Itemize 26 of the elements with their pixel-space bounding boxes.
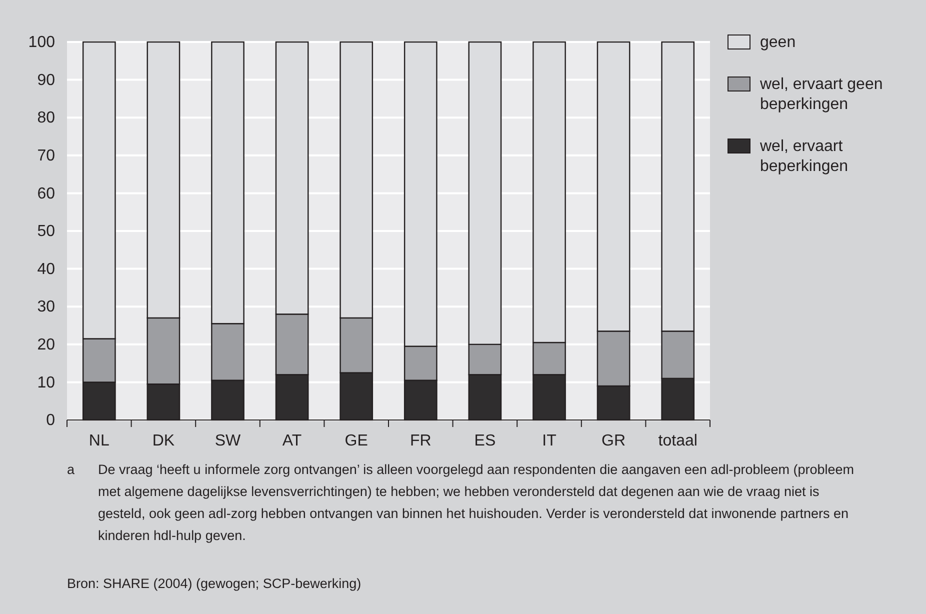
- text: Bron: SHARE (2004) (gewogen; SCP-bewerking): [67, 576, 362, 591]
- x-tick-label: ES: [474, 432, 496, 450]
- x-tick-label: AT: [282, 432, 302, 450]
- y-tick-label: 0: [46, 412, 56, 430]
- y-tick-label: 80: [37, 110, 56, 127]
- y-tick-label: 100: [28, 34, 56, 52]
- x-tick-label: GR: [602, 432, 626, 450]
- x-tick-label: SW: [214, 432, 242, 450]
- y-tick-label: 10: [37, 374, 56, 392]
- y-tick-label: 40: [37, 260, 56, 278]
- x-tick-label: FR: [410, 432, 432, 450]
- x-tick-label: totaal: [658, 432, 698, 450]
- x-tick-label: GE: [344, 432, 368, 450]
- x-tick-label: NL: [88, 432, 110, 450]
- x-tick-label: DK: [152, 432, 175, 450]
- legend-label: wel, ervaart geen beperkingen: [759, 76, 883, 113]
- y-tick-label: 90: [37, 72, 56, 89]
- y-tick-label: 70: [37, 148, 56, 165]
- x-tick-label: IT: [542, 432, 557, 450]
- y-tick-label: 50: [37, 223, 56, 240]
- y-tick-label: 30: [37, 298, 56, 316]
- text: a De vraag ‘heeft u informele zorg ontvangen’ is alleen voorgelegd aan respondenten die aangaven een adl-probleem (probleem met algemene dagelijkse levensverrichtingen) te hebben; we hebben verondersteld dat degenen aan wie de vraag niet is gesteld, ook geen adl-zorg hebben ontvangen van binnen het huishouden. Verder is verondersteld dat inwonende partners en kinderen hdl-hulp geven.: [67, 462, 854, 543]
- legend-label: wel, ervaart beperkingen: [759, 138, 848, 175]
- y-tick-label: 60: [37, 185, 56, 202]
- y-tick-label: 20: [37, 336, 56, 354]
- legend-label: geen: [760, 34, 796, 51]
